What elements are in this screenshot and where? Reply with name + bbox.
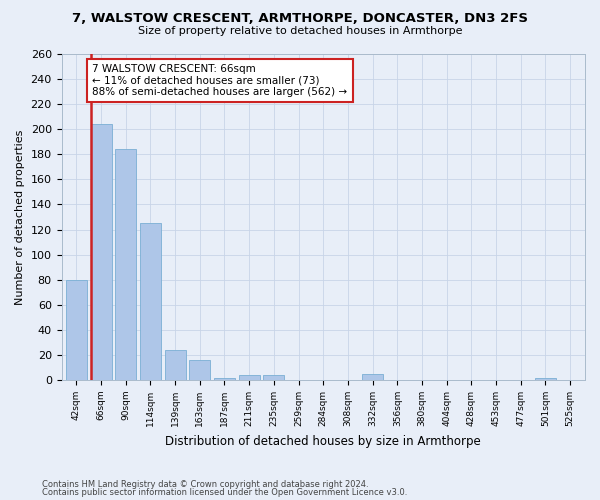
Text: 7, WALSTOW CRESCENT, ARMTHORPE, DONCASTER, DN3 2FS: 7, WALSTOW CRESCENT, ARMTHORPE, DONCASTE… — [72, 12, 528, 26]
Text: Size of property relative to detached houses in Armthorpe: Size of property relative to detached ho… — [138, 26, 462, 36]
X-axis label: Distribution of detached houses by size in Armthorpe: Distribution of detached houses by size … — [166, 434, 481, 448]
Bar — [263, 375, 284, 380]
Bar — [362, 374, 383, 380]
Bar — [214, 378, 235, 380]
Bar — [115, 150, 136, 380]
Y-axis label: Number of detached properties: Number of detached properties — [15, 130, 25, 304]
Text: 7 WALSTOW CRESCENT: 66sqm
← 11% of detached houses are smaller (73)
88% of semi-: 7 WALSTOW CRESCENT: 66sqm ← 11% of detac… — [92, 64, 347, 97]
Text: Contains public sector information licensed under the Open Government Licence v3: Contains public sector information licen… — [42, 488, 407, 497]
Text: Contains HM Land Registry data © Crown copyright and database right 2024.: Contains HM Land Registry data © Crown c… — [42, 480, 368, 489]
Bar — [66, 280, 87, 380]
Bar — [535, 378, 556, 380]
Bar — [164, 350, 185, 380]
Bar — [239, 375, 260, 380]
Bar — [140, 224, 161, 380]
Bar — [190, 360, 210, 380]
Bar — [91, 124, 112, 380]
